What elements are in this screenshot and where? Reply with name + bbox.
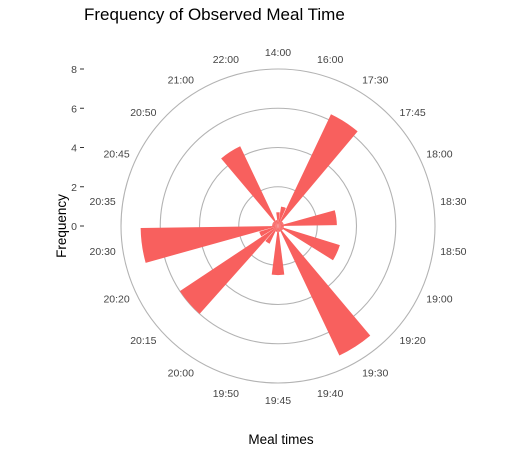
bar-1945 (271, 226, 285, 276)
grid-circle (159, 107, 397, 345)
x-tick-label: 19:40 (317, 388, 343, 400)
x-tick-label: 18:50 (440, 246, 466, 258)
x-tick-label: 19:30 (362, 367, 388, 379)
x-tick-label: 22:00 (213, 54, 239, 66)
x-tick-label: 17:45 (400, 107, 426, 119)
bar-2035 (272, 224, 278, 226)
x-tick-label: 19:20 (400, 335, 426, 347)
bar-2030 (140, 226, 278, 263)
x-axis-labels: 14:00 16:00 17:30 17:45 18:00 18:30 18:50 19:00… (89, 47, 466, 407)
x-tick-label: 19:50 (213, 388, 239, 400)
y-tick-label: 4 (71, 143, 77, 155)
bar-1830 (278, 210, 337, 226)
bar-1600 (278, 206, 286, 226)
bar-2015 (179, 226, 278, 314)
x-tick-label: 20:20 (103, 293, 129, 305)
y-axis: 0 2 4 6 8 (71, 64, 84, 233)
x-tick-label: 18:00 (426, 149, 452, 161)
grid-circle (120, 68, 436, 384)
bar-layer (140, 114, 371, 356)
bar-2100 (221, 146, 278, 226)
x-axis-title: Meal times (248, 432, 314, 447)
x-tick-label: 14:00 (265, 47, 291, 59)
bar-2000 (265, 226, 278, 244)
y-tick-label: 6 (71, 103, 77, 115)
bar-1850 (278, 226, 284, 228)
x-tick-label: 16:00 (317, 54, 343, 66)
bar-2045 (272, 222, 278, 226)
bar-1730 (278, 114, 358, 226)
bar-1400 (276, 212, 280, 226)
x-tick-label: 20:50 (130, 107, 156, 119)
x-tick-label: 20:30 (89, 246, 115, 258)
y-axis-title: Frequency (54, 194, 69, 258)
y-tick-label: 0 (71, 221, 77, 233)
bar-1950 (275, 226, 278, 232)
bar-1900 (278, 226, 340, 261)
y-tick-label: 8 (71, 64, 77, 76)
x-tick-label: 21:00 (168, 75, 194, 87)
bar-2020 (259, 226, 278, 237)
x-tick-label: 20:45 (103, 149, 129, 161)
bar-2200 (275, 220, 278, 226)
x-tick-label: 17:30 (362, 75, 388, 87)
bar-1920 (278, 226, 283, 231)
chart-title: Frequency of Observed Meal Time (84, 5, 345, 24)
x-tick-label: 19:45 (265, 395, 291, 407)
bar-1940 (278, 226, 281, 232)
x-tick-label: 18:30 (440, 196, 466, 208)
y-tick-label: 2 (71, 182, 77, 194)
x-tick-label: 19:00 (426, 293, 452, 305)
x-tick-label: 20:15 (130, 335, 156, 347)
grid-circle (198, 146, 358, 306)
bar-1930 (278, 226, 371, 356)
x-tick-label: 20:35 (89, 196, 115, 208)
grid-layer (120, 68, 436, 384)
bar-2050 (273, 221, 278, 226)
bar-1745 (278, 221, 283, 226)
x-tick-label: 20:00 (168, 367, 194, 379)
bar-1800 (278, 222, 284, 226)
